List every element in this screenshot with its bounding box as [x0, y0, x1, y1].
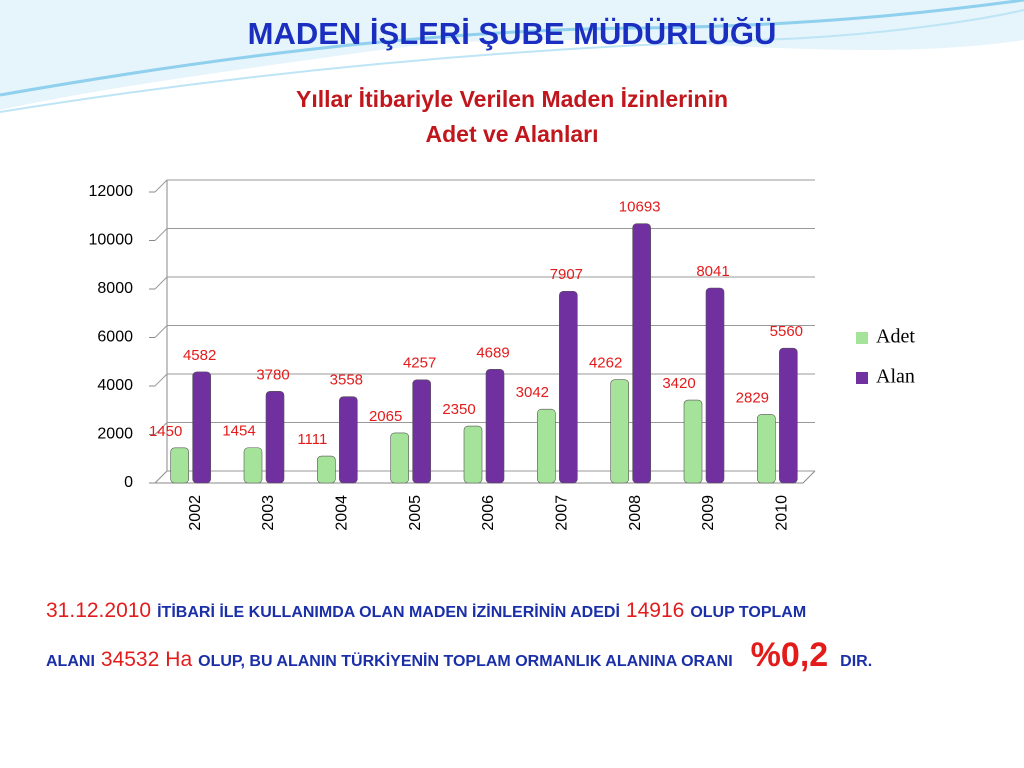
grid-line — [154, 179, 815, 193]
data-label: 2065 — [369, 408, 402, 425]
data-label: 1450 — [149, 423, 182, 440]
grid-line — [154, 228, 815, 241]
x-tick-label: 2003 — [260, 495, 277, 531]
data-label: 2829 — [736, 389, 769, 406]
y-tick-label: 12000 — [89, 183, 134, 200]
chart-title: Yıllar İtibariyle Verilen Maden İzinleri… — [296, 86, 728, 112]
x-tick-label: 2007 — [554, 495, 571, 531]
footnote-segment: DIR. — [840, 653, 873, 670]
legend-label: Alan — [876, 366, 915, 388]
bar — [339, 396, 358, 484]
legend-label: Adet — [876, 326, 915, 348]
x-tick-label: 2008 — [627, 495, 644, 531]
x-tick-label: 2005 — [407, 495, 424, 531]
bar — [192, 371, 211, 484]
bar — [559, 290, 578, 484]
y-tick-label: 2000 — [97, 426, 133, 443]
footnote-segment: 14916 — [625, 599, 685, 622]
data-label: 10693 — [619, 199, 661, 216]
legend-swatch — [856, 372, 868, 384]
page-title: MADEN İŞLERİ ŞUBE MÜDÜRLÜĞÜ — [248, 16, 777, 51]
header-wave — [0, 0, 1024, 110]
data-label: 3042 — [516, 384, 549, 401]
footnote-segment: İTİBARİ İLE KULLANIMDA OLAN MADEN İZİNLE… — [157, 604, 620, 621]
bar — [705, 287, 725, 484]
bar — [779, 347, 798, 484]
grid-line — [154, 373, 815, 387]
y-tick-label: 0 — [124, 474, 133, 491]
x-tick-label: 2002 — [187, 495, 204, 531]
bar — [610, 379, 629, 484]
y-tick-label: 4000 — [97, 377, 133, 394]
footnote-segment: 34532 — [100, 648, 160, 671]
grid-line — [154, 325, 815, 338]
bar — [317, 455, 336, 484]
x-tick-label: 2009 — [700, 495, 717, 531]
data-label: 4582 — [183, 347, 216, 364]
footnote-segment: 31.12.2010 — [46, 599, 152, 622]
footnote-segment: OLUP, BU ALANIN TÜRKİYENİN TOPLAM ORMANL… — [198, 653, 733, 670]
grid-line — [154, 276, 815, 290]
bar — [757, 414, 776, 484]
footnote-segment: Ha — [165, 648, 193, 671]
bar — [412, 379, 431, 484]
bar — [170, 447, 189, 484]
y-tick-label: 6000 — [97, 329, 133, 346]
floor — [155, 470, 816, 484]
grid-line — [154, 422, 815, 435]
data-label: 8041 — [696, 263, 729, 280]
x-tick-label: 2010 — [774, 495, 791, 531]
bar — [632, 223, 651, 484]
legend-swatch — [856, 332, 868, 344]
data-label: 7907 — [550, 266, 583, 283]
bar — [485, 368, 505, 484]
x-tick-label: 2004 — [334, 495, 351, 531]
grid-line — [154, 470, 815, 484]
chart-title: Adet ve Alanları — [426, 121, 599, 147]
data-label: 3558 — [330, 372, 363, 389]
x-tick-label: 2006 — [480, 495, 497, 531]
bar — [390, 432, 409, 484]
data-label: 2350 — [442, 401, 475, 418]
bar — [463, 425, 483, 484]
data-label: 1454 — [222, 423, 255, 440]
y-tick-label: 8000 — [97, 280, 133, 297]
data-label: 3780 — [256, 366, 289, 383]
footnote: 31.12.2010 İTİBARİ İLE KULLANIMDA OLAN MA… — [46, 590, 976, 683]
data-label: 4689 — [476, 344, 509, 361]
data-label: 5560 — [770, 323, 803, 340]
header-wave-line — [0, 9, 1024, 113]
data-label: 4257 — [403, 355, 436, 372]
bar — [243, 447, 263, 484]
y-tick-label: 10000 — [89, 232, 134, 249]
footnote-segment: OLUP TOPLAM ALANI — [46, 604, 807, 670]
data-label: 1111 — [297, 431, 327, 448]
footnote-segment: %0,2 — [750, 636, 829, 674]
data-label: 3420 — [662, 375, 695, 392]
bar — [537, 408, 556, 484]
bar — [265, 391, 285, 484]
bar — [683, 399, 703, 484]
data-label: 4262 — [589, 355, 622, 372]
header-wave-line — [0, 0, 1024, 97]
